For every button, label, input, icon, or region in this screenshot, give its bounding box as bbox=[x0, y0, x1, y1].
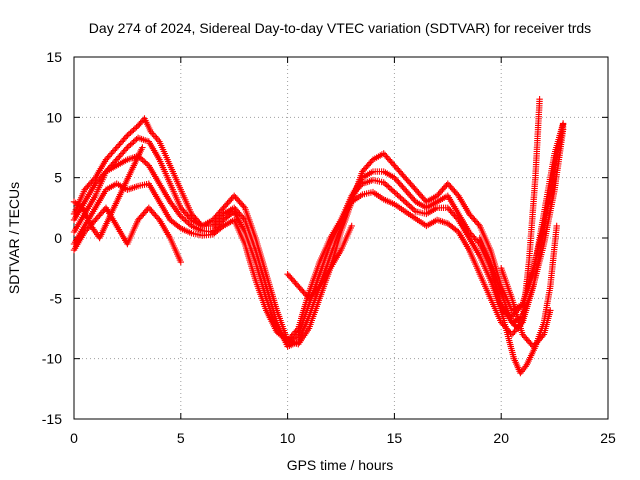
y-tick-label: 10 bbox=[46, 109, 62, 125]
y-tick-label: -15 bbox=[42, 411, 62, 427]
x-tick-label: 15 bbox=[387, 430, 403, 446]
y-tick-label: 0 bbox=[54, 230, 62, 246]
data-series-2 bbox=[70, 123, 567, 350]
data-series-5 bbox=[70, 204, 184, 266]
data-points bbox=[70, 96, 567, 377]
data-series-1 bbox=[70, 115, 567, 348]
y-tick-label: -5 bbox=[50, 290, 63, 306]
data-series-6 bbox=[70, 144, 146, 242]
axis-ticks bbox=[73, 56, 609, 420]
grid-lines bbox=[74, 57, 608, 419]
x-tick-label: 25 bbox=[600, 430, 616, 446]
data-series-7 bbox=[284, 222, 355, 302]
y-axis-label: SDTVAR / TECUs bbox=[6, 182, 22, 294]
y-tick-label: 15 bbox=[46, 49, 62, 65]
chart-title: Day 274 of 2024, Sidereal Day-to-day VTE… bbox=[89, 20, 591, 36]
y-tick-label: 5 bbox=[54, 170, 62, 186]
data-series-10 bbox=[498, 265, 554, 350]
x-axis-label: GPS time / hours bbox=[287, 457, 394, 473]
data-series-3 bbox=[70, 121, 567, 348]
y-tick-label: -10 bbox=[42, 351, 62, 367]
data-series-4 bbox=[70, 126, 567, 344]
x-tick-label: 10 bbox=[280, 430, 296, 446]
y-tick-labels: -15 -10 -5 0 5 10 15 bbox=[42, 49, 62, 427]
x-tick-label: 5 bbox=[177, 430, 185, 446]
x-tick-label: 0 bbox=[70, 430, 78, 446]
x-tick-label: 20 bbox=[493, 430, 509, 446]
x-tick-labels: 0 5 10 15 20 25 bbox=[70, 430, 616, 446]
